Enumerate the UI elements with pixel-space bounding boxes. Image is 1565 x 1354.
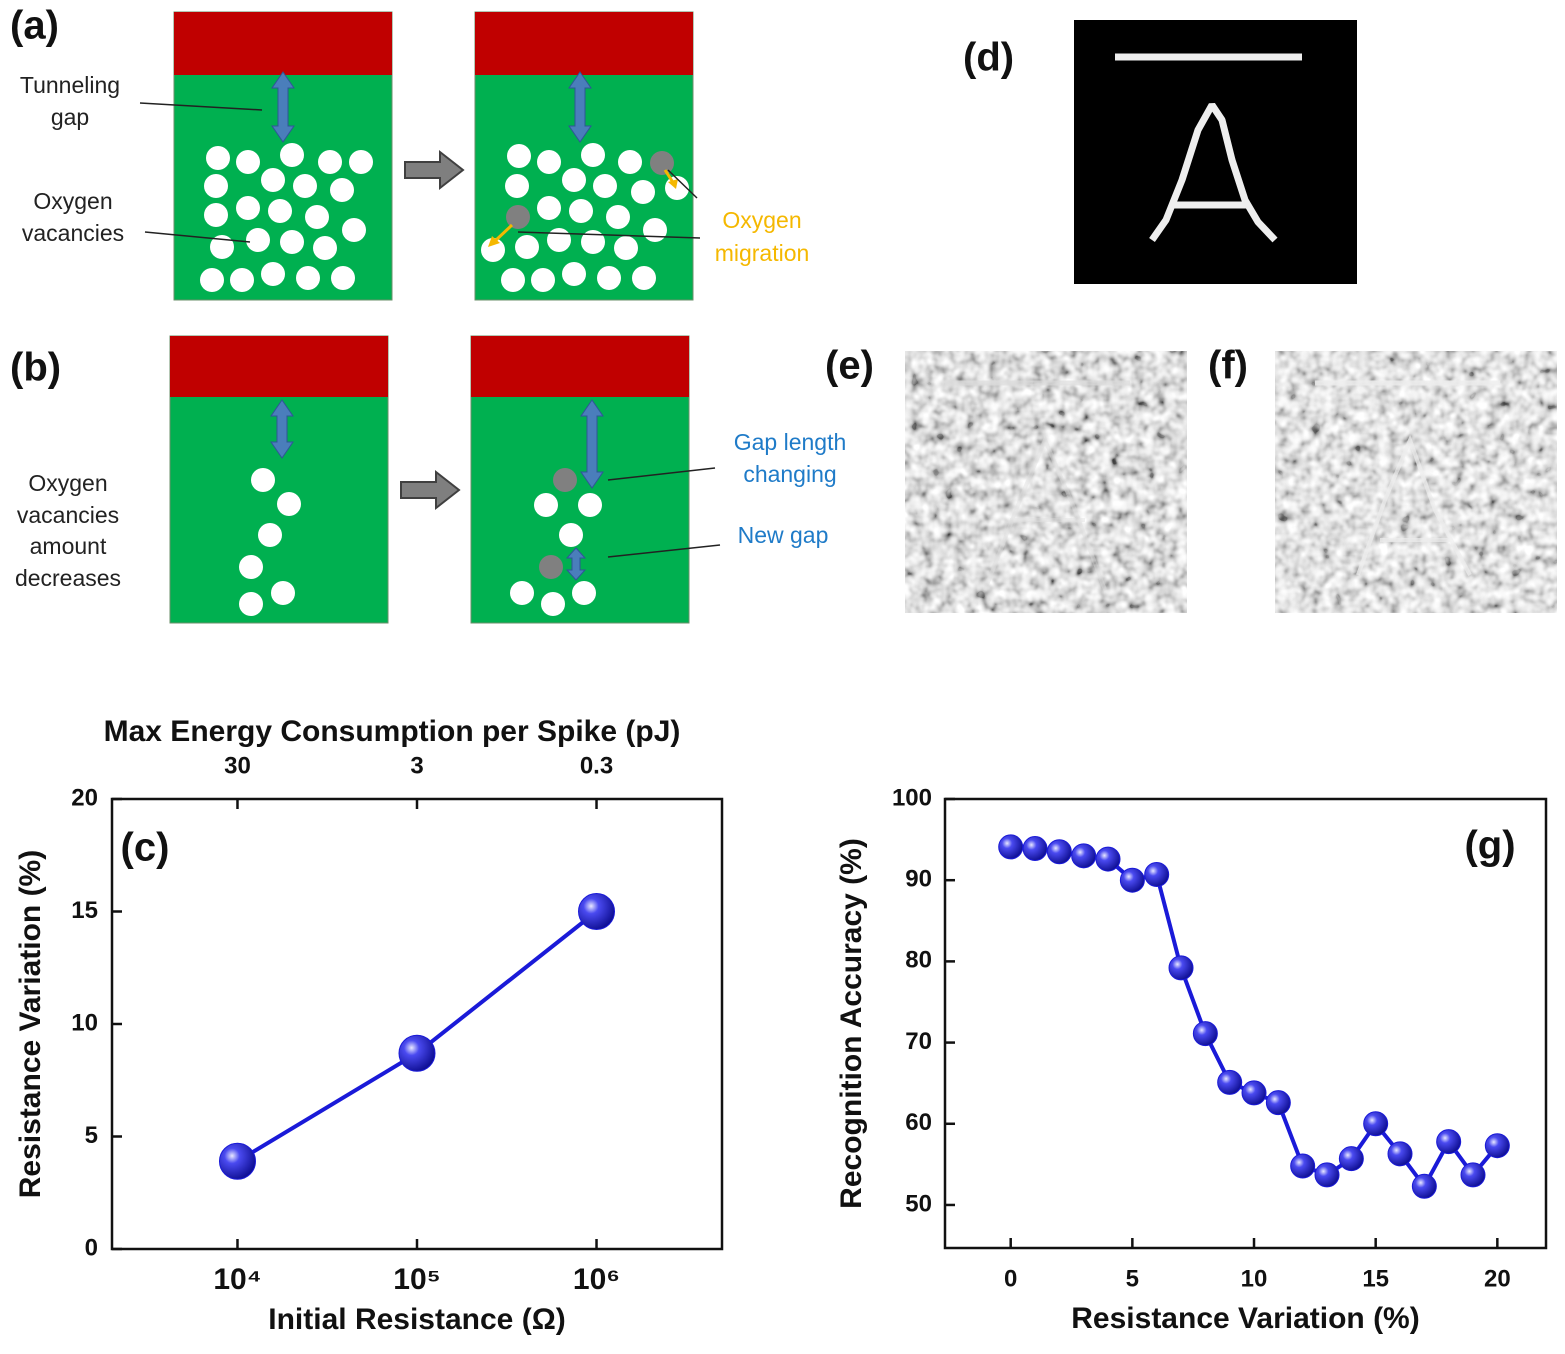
panel-label: (b)	[10, 346, 61, 390]
data-point	[1217, 1069, 1243, 1095]
diagram-label: New gap	[738, 522, 829, 548]
data-point	[1436, 1129, 1462, 1155]
x-tick-label: 20	[1484, 1265, 1511, 1292]
data-point	[218, 1142, 256, 1180]
panel-label: (d)	[963, 36, 1014, 80]
diagram-label: vacancies	[17, 502, 119, 528]
data-point	[1290, 1153, 1316, 1179]
x-tick-label: 10⁵	[393, 1263, 440, 1296]
x2-tick-label: 0.3	[580, 752, 613, 779]
panel-label: (a)	[10, 4, 59, 48]
data-point	[1022, 836, 1048, 862]
data-point	[998, 834, 1024, 860]
y-axis-label: Resistance Variation (%)	[14, 850, 47, 1198]
y-tick-label: 70	[905, 1028, 932, 1055]
data-point	[1484, 1133, 1510, 1159]
x2-tick-label: 30	[224, 752, 251, 779]
data-line	[1010, 844, 1499, 1190]
x-axis-label: Resistance Variation (%)	[1071, 1302, 1419, 1335]
x-tick-label: 0	[1004, 1265, 1017, 1292]
data-point	[1095, 846, 1121, 872]
noisy-image-e	[905, 351, 1187, 613]
y-tick-label: 20	[71, 784, 98, 811]
y-tick-label: 80	[905, 947, 932, 974]
target-image	[1074, 20, 1357, 284]
noisy-image-f	[1275, 351, 1557, 613]
x-tick-label: 10⁴	[213, 1263, 261, 1296]
pointer	[607, 467, 716, 481]
y-tick-label: 90	[905, 866, 932, 893]
data-point	[1144, 862, 1170, 888]
data-point	[1314, 1162, 1340, 1188]
diagram-label: changing	[743, 461, 836, 487]
diagram-label: Oxygen	[28, 470, 107, 496]
x-tick-label: 10	[1241, 1265, 1268, 1292]
diagram-label: gap	[51, 104, 89, 130]
pointer	[144, 231, 251, 243]
device-a-right	[474, 11, 694, 301]
panel-label: (e)	[825, 344, 874, 388]
diagram-label: Tunneling	[20, 72, 120, 98]
device-a-left	[173, 11, 393, 301]
y-axis-label: Recognition Accuracy (%)	[835, 838, 868, 1209]
x-tick-label: 15	[1362, 1265, 1389, 1292]
data-point	[1387, 1141, 1413, 1167]
y-tick-label: 15	[71, 897, 98, 924]
data-point	[1460, 1162, 1486, 1188]
panel-label: (c)	[121, 826, 170, 870]
data-point	[1411, 1173, 1437, 1199]
data-point	[1338, 1146, 1364, 1172]
data-point	[1168, 955, 1194, 981]
y-tick-label: 60	[905, 1109, 932, 1136]
device-b-left	[169, 335, 389, 624]
diagram-label: Gap length	[734, 429, 847, 455]
y-tick-label: 50	[905, 1190, 932, 1217]
device-b-right	[470, 335, 690, 624]
diagram-label: decreases	[15, 565, 121, 591]
pointer	[139, 102, 263, 111]
plot-frame	[110, 797, 724, 1251]
diagram-label: vacancies	[22, 220, 124, 246]
panel-label: (f)	[1208, 344, 1248, 388]
data-point	[1363, 1111, 1389, 1137]
pointer	[667, 169, 698, 199]
diagram-label: Oxygen	[33, 188, 112, 214]
data-point	[1192, 1021, 1218, 1047]
data-point	[1046, 839, 1072, 865]
x2-tick-label: 3	[410, 752, 423, 779]
panel-label: (g)	[1464, 824, 1515, 868]
plot-frame	[943, 797, 1548, 1250]
y-tick-label: 100	[892, 784, 932, 811]
diagram-label: amount	[30, 533, 107, 559]
data-point	[1119, 867, 1145, 893]
x-tick-label: 10⁶	[573, 1263, 620, 1296]
diagram-label: migration	[715, 240, 810, 266]
y-tick-label: 0	[85, 1234, 98, 1261]
process-arrow	[400, 469, 461, 511]
data-point	[1071, 843, 1097, 869]
pointer	[607, 544, 721, 558]
diagram-label: Oxygen	[722, 207, 801, 233]
x2-axis-label: Max Energy Consumption per Spike (pJ)	[104, 715, 681, 748]
process-arrow	[404, 149, 465, 191]
data-point	[1241, 1080, 1267, 1106]
data-point	[398, 1034, 436, 1072]
y-tick-label: 5	[85, 1122, 98, 1149]
data-point	[578, 893, 616, 930]
y-tick-label: 10	[71, 1009, 98, 1036]
data-point	[1265, 1090, 1291, 1116]
pointer	[517, 231, 701, 239]
x-tick-label: 5	[1126, 1265, 1139, 1292]
x-axis-label: Initial Resistance (Ω)	[268, 1303, 565, 1336]
